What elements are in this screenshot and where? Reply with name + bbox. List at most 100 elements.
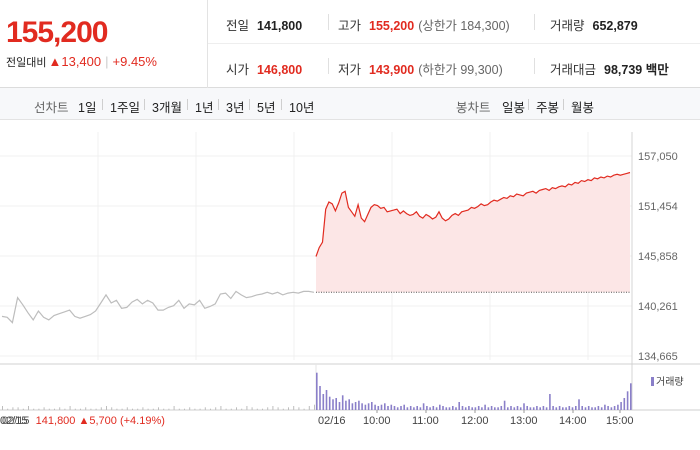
prev-volume-bar bbox=[2, 406, 3, 410]
tab-3month[interactable]: 3개월 bbox=[152, 101, 182, 115]
prev-day-price-line bbox=[1, 290, 315, 324]
info-row-1: 전일 141,800 고가 155,200 (상한가 184,300) 거래량 652,… bbox=[208, 0, 700, 44]
prev-volume-bar bbox=[126, 407, 128, 410]
today-volume-bar bbox=[584, 407, 587, 410]
today-volume-bar bbox=[341, 395, 344, 410]
price-chart[interactable]: 157,050 151,454 145,858 140,261 134,665 02/1… bbox=[0, 120, 700, 450]
prev-volume-bar bbox=[90, 408, 92, 410]
today-volume-bar bbox=[448, 407, 451, 410]
today-volume-bar bbox=[338, 402, 341, 410]
prev-volume-bar bbox=[137, 408, 139, 410]
tab-1week[interactable]: 1주일 bbox=[110, 101, 140, 115]
trade-value-cell: 거래대금 98,739 백만 bbox=[550, 59, 669, 78]
info-row-2: 시가 146,800 저가 143,900 (하한가 99,300) 거래대금 98,7… bbox=[208, 44, 700, 88]
today-area-fill bbox=[316, 172, 630, 293]
today-volume-bar bbox=[542, 406, 545, 410]
today-volume-bar bbox=[384, 403, 386, 410]
prev-volume-bar bbox=[158, 407, 159, 410]
x-tick-label: 10:00 bbox=[363, 415, 391, 427]
prev-close-caption: 02/15 141,800 ▲5,700 (+4.19%) bbox=[2, 415, 165, 427]
today-volume-bar bbox=[568, 406, 571, 410]
x-tick-label: 14:00 bbox=[559, 415, 587, 427]
x-tick-label: 02/15 bbox=[0, 415, 28, 427]
tab-monthly-candle[interactable]: 월봉 bbox=[571, 101, 595, 115]
prev-volume-bar bbox=[17, 407, 19, 410]
today-volume-bar bbox=[468, 406, 470, 410]
prev-volume-bar bbox=[277, 407, 279, 410]
quote-header: 155,200 전일대비 ▲13,400 | +9.45% 전일 141,800 고가 1… bbox=[0, 0, 700, 88]
divider bbox=[328, 58, 329, 74]
tab-separator bbox=[102, 99, 103, 110]
prev-volume-bar bbox=[262, 408, 263, 410]
prev-volume-bar bbox=[48, 408, 50, 410]
prev-volume-bar bbox=[12, 407, 14, 410]
prev-close-cell: 전일 141,800 bbox=[226, 15, 302, 34]
current-price: 155,200 bbox=[6, 16, 108, 49]
today-volume-bar bbox=[613, 406, 616, 410]
today-volume-bar bbox=[361, 403, 363, 410]
today-volume-bar bbox=[325, 390, 328, 410]
tab-separator bbox=[528, 99, 529, 110]
x-tick-label: 12:00 bbox=[461, 415, 489, 427]
tab-daily-candle[interactable]: 일봉 bbox=[502, 101, 526, 115]
today-volume-bar bbox=[393, 406, 396, 410]
today-volume-bar bbox=[390, 404, 393, 410]
today-volume-bar bbox=[575, 406, 577, 410]
today-volume-bar bbox=[319, 386, 321, 410]
today-volume-bar bbox=[471, 407, 473, 410]
today-volume-bar bbox=[539, 407, 541, 410]
trade-value-unit: 백만 bbox=[645, 63, 669, 77]
open-value: 146,800 bbox=[257, 63, 303, 77]
prev-volume-bar bbox=[22, 408, 24, 410]
tab-1day[interactable]: 1일 bbox=[78, 101, 97, 115]
today-volume-bar bbox=[358, 400, 360, 410]
tab-1year[interactable]: 1년 bbox=[195, 101, 214, 115]
x-tick-label: 13:00 bbox=[510, 415, 538, 427]
today-volume-bar bbox=[604, 404, 606, 410]
today-volume-bar bbox=[571, 407, 574, 410]
tab-10year[interactable]: 10년 bbox=[289, 101, 315, 115]
prev-volume-bar bbox=[293, 406, 295, 410]
high-label: 고가 bbox=[338, 19, 362, 33]
prev-close-label: 전일 bbox=[226, 19, 250, 33]
today-volume-bar bbox=[406, 407, 409, 410]
today-volume-bar bbox=[345, 400, 347, 410]
prev-volume-bar bbox=[132, 408, 133, 410]
prev-volume-bar bbox=[272, 406, 274, 410]
today-volume-bar bbox=[445, 407, 448, 410]
prev-volume-bar bbox=[152, 408, 154, 410]
today-volume-bar bbox=[435, 407, 438, 410]
today-volume-bar bbox=[364, 404, 367, 410]
prev-volume-bar bbox=[178, 408, 180, 410]
caption-price: 141,800 bbox=[35, 415, 76, 427]
open-cell: 시가 146,800 bbox=[226, 59, 302, 78]
today-volume-bar bbox=[396, 407, 399, 410]
volume-swatch-icon bbox=[651, 377, 654, 386]
today-volume-bar bbox=[610, 407, 613, 410]
prev-volume-bar bbox=[111, 407, 113, 410]
prev-volume-bar bbox=[95, 408, 97, 410]
prev-volume-bar bbox=[168, 408, 170, 410]
tab-separator bbox=[187, 99, 188, 110]
candle-chart-label: 봉차트 bbox=[456, 101, 491, 115]
today-volume-bar bbox=[351, 403, 354, 410]
prev-volume-bar bbox=[314, 404, 315, 410]
prev-close-value: 141,800 bbox=[257, 19, 303, 33]
tab-3year[interactable]: 3년 bbox=[226, 101, 245, 115]
prev-volume-bar bbox=[215, 407, 217, 410]
today-volume-bar bbox=[416, 406, 418, 410]
tab-5year[interactable]: 5년 bbox=[257, 101, 276, 115]
x-tick-label: 02/16 bbox=[318, 415, 346, 427]
prev-volume-bar bbox=[28, 406, 29, 410]
prev-volume-bar bbox=[225, 408, 227, 410]
caption-up-arrow-icon: ▲ bbox=[78, 415, 90, 427]
tab-weekly-candle[interactable]: 주봉 bbox=[536, 101, 560, 115]
today-volume-bar bbox=[403, 404, 405, 410]
today-volume-bar bbox=[500, 406, 503, 410]
prev-volume-bar bbox=[189, 407, 191, 410]
today-volume-bar bbox=[552, 406, 554, 410]
lower-limit: (하한가 99,300) bbox=[418, 63, 503, 77]
today-volume-bar bbox=[442, 406, 444, 410]
today-volume-bar bbox=[413, 407, 415, 410]
today-volume-bar bbox=[432, 406, 435, 410]
